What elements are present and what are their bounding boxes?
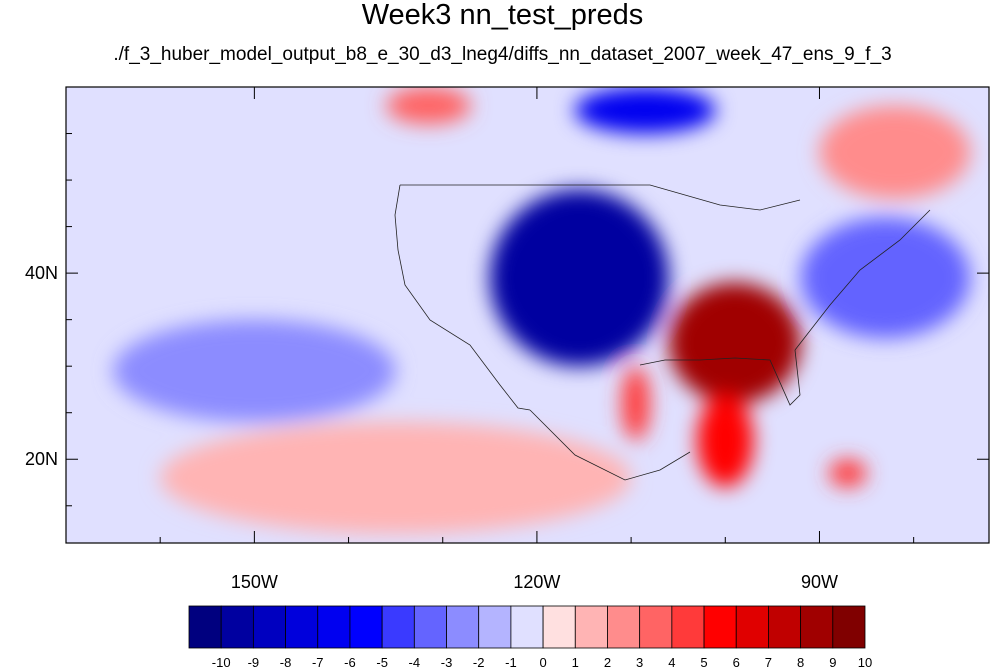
coastline-outlines <box>394 184 931 481</box>
region-eastern-us-cold <box>800 217 971 339</box>
colorbar-swatch <box>317 605 351 649</box>
colorbar-label: -2 <box>473 655 485 670</box>
us-canada-border <box>400 184 801 211</box>
east-coast <box>794 209 931 351</box>
colorbar-label: -9 <box>248 655 260 670</box>
colorbar-swatch <box>381 605 415 649</box>
x-tick-label: 150W <box>231 572 278 592</box>
axes: 150W 120W 90W 20N 40N <box>25 87 989 592</box>
colorbar-swatch <box>735 605 769 649</box>
colorbar-swatch <box>639 605 673 649</box>
colorbar-swatch <box>542 605 576 649</box>
colorbar-label: -6 <box>344 655 356 670</box>
region-caribbean-warm <box>828 459 867 488</box>
region-mexico-warm <box>697 394 754 488</box>
colorbar-swatch <box>510 605 544 649</box>
colorbar-swatch <box>188 605 222 649</box>
gulf-coast <box>639 349 801 406</box>
colorbar-label: -10 <box>212 655 231 670</box>
colorbar-swatch <box>252 605 286 649</box>
y-tick-label: 20N <box>25 449 58 469</box>
colorbar-swatch <box>671 605 705 649</box>
x-tick-label: 120W <box>513 572 560 592</box>
x-tick-label: 90W <box>801 572 838 592</box>
colorbar-label: 1 <box>572 655 579 670</box>
colorbar-label: 3 <box>636 655 643 670</box>
colorbar-swatch <box>285 605 319 649</box>
chart-subtitle: ./f_3_huber_model_output_b8_e_30_d3_lneg… <box>113 44 892 65</box>
colorbar-swatch <box>607 605 641 649</box>
colorbar-label: -7 <box>312 655 324 670</box>
colorbar-label: 6 <box>733 655 740 670</box>
colorbar-swatch <box>703 605 737 649</box>
colorbar-swatch <box>349 605 383 649</box>
plot-area <box>66 87 989 543</box>
colorbar-swatch <box>220 605 254 649</box>
region-hudson-bay-warm <box>819 105 971 199</box>
region-southern-plains-warm <box>668 282 801 404</box>
region-central-pacific-cool <box>113 319 396 423</box>
colorbar-label: 5 <box>700 655 707 670</box>
region-gulf-of-california-warm <box>621 366 650 441</box>
colorbar-label: 8 <box>797 655 804 670</box>
colorbar-swatch <box>574 605 608 649</box>
plot-frame <box>65 86 990 544</box>
colorbar-swatch <box>413 605 447 649</box>
colorbar-label: -5 <box>376 655 388 670</box>
colorbar-label: 4 <box>668 655 675 670</box>
colorbar-label: -1 <box>505 655 517 670</box>
colorbar-swatch <box>446 605 480 649</box>
colorbar-swatch <box>768 605 802 649</box>
colorbar-label: 7 <box>765 655 772 670</box>
mexico-coast <box>529 409 691 481</box>
colorbar-swatch <box>800 605 834 649</box>
colorbar-swatch <box>478 605 512 649</box>
colorbar-label: 2 <box>604 655 611 670</box>
region-western-us-cold <box>489 189 669 367</box>
colorbar-label: -8 <box>280 655 292 670</box>
colorbar-label: -3 <box>441 655 453 670</box>
region-eastern-pacific-warm <box>160 422 632 534</box>
colorbar-swatch <box>832 605 866 649</box>
colorbar-label: -4 <box>409 655 421 670</box>
colorbar-label: 0 <box>539 655 546 670</box>
chart-title: Week3 nn_test_preds <box>361 0 644 31</box>
colorbar-label: 9 <box>829 655 836 670</box>
region-northern-hudson-cold <box>574 87 716 134</box>
north-america-west-coast <box>394 184 531 411</box>
colorbar: -10 -9 -8 -7 -6 -5 -4 -3 -2 -1 0 1 2 3 4 5 6 7 8 9 10 <box>188 605 872 670</box>
colorbar-label: 10 <box>858 655 872 670</box>
region-gulf-of-alaska-warm <box>386 87 471 125</box>
y-tick-label: 40N <box>25 263 58 283</box>
